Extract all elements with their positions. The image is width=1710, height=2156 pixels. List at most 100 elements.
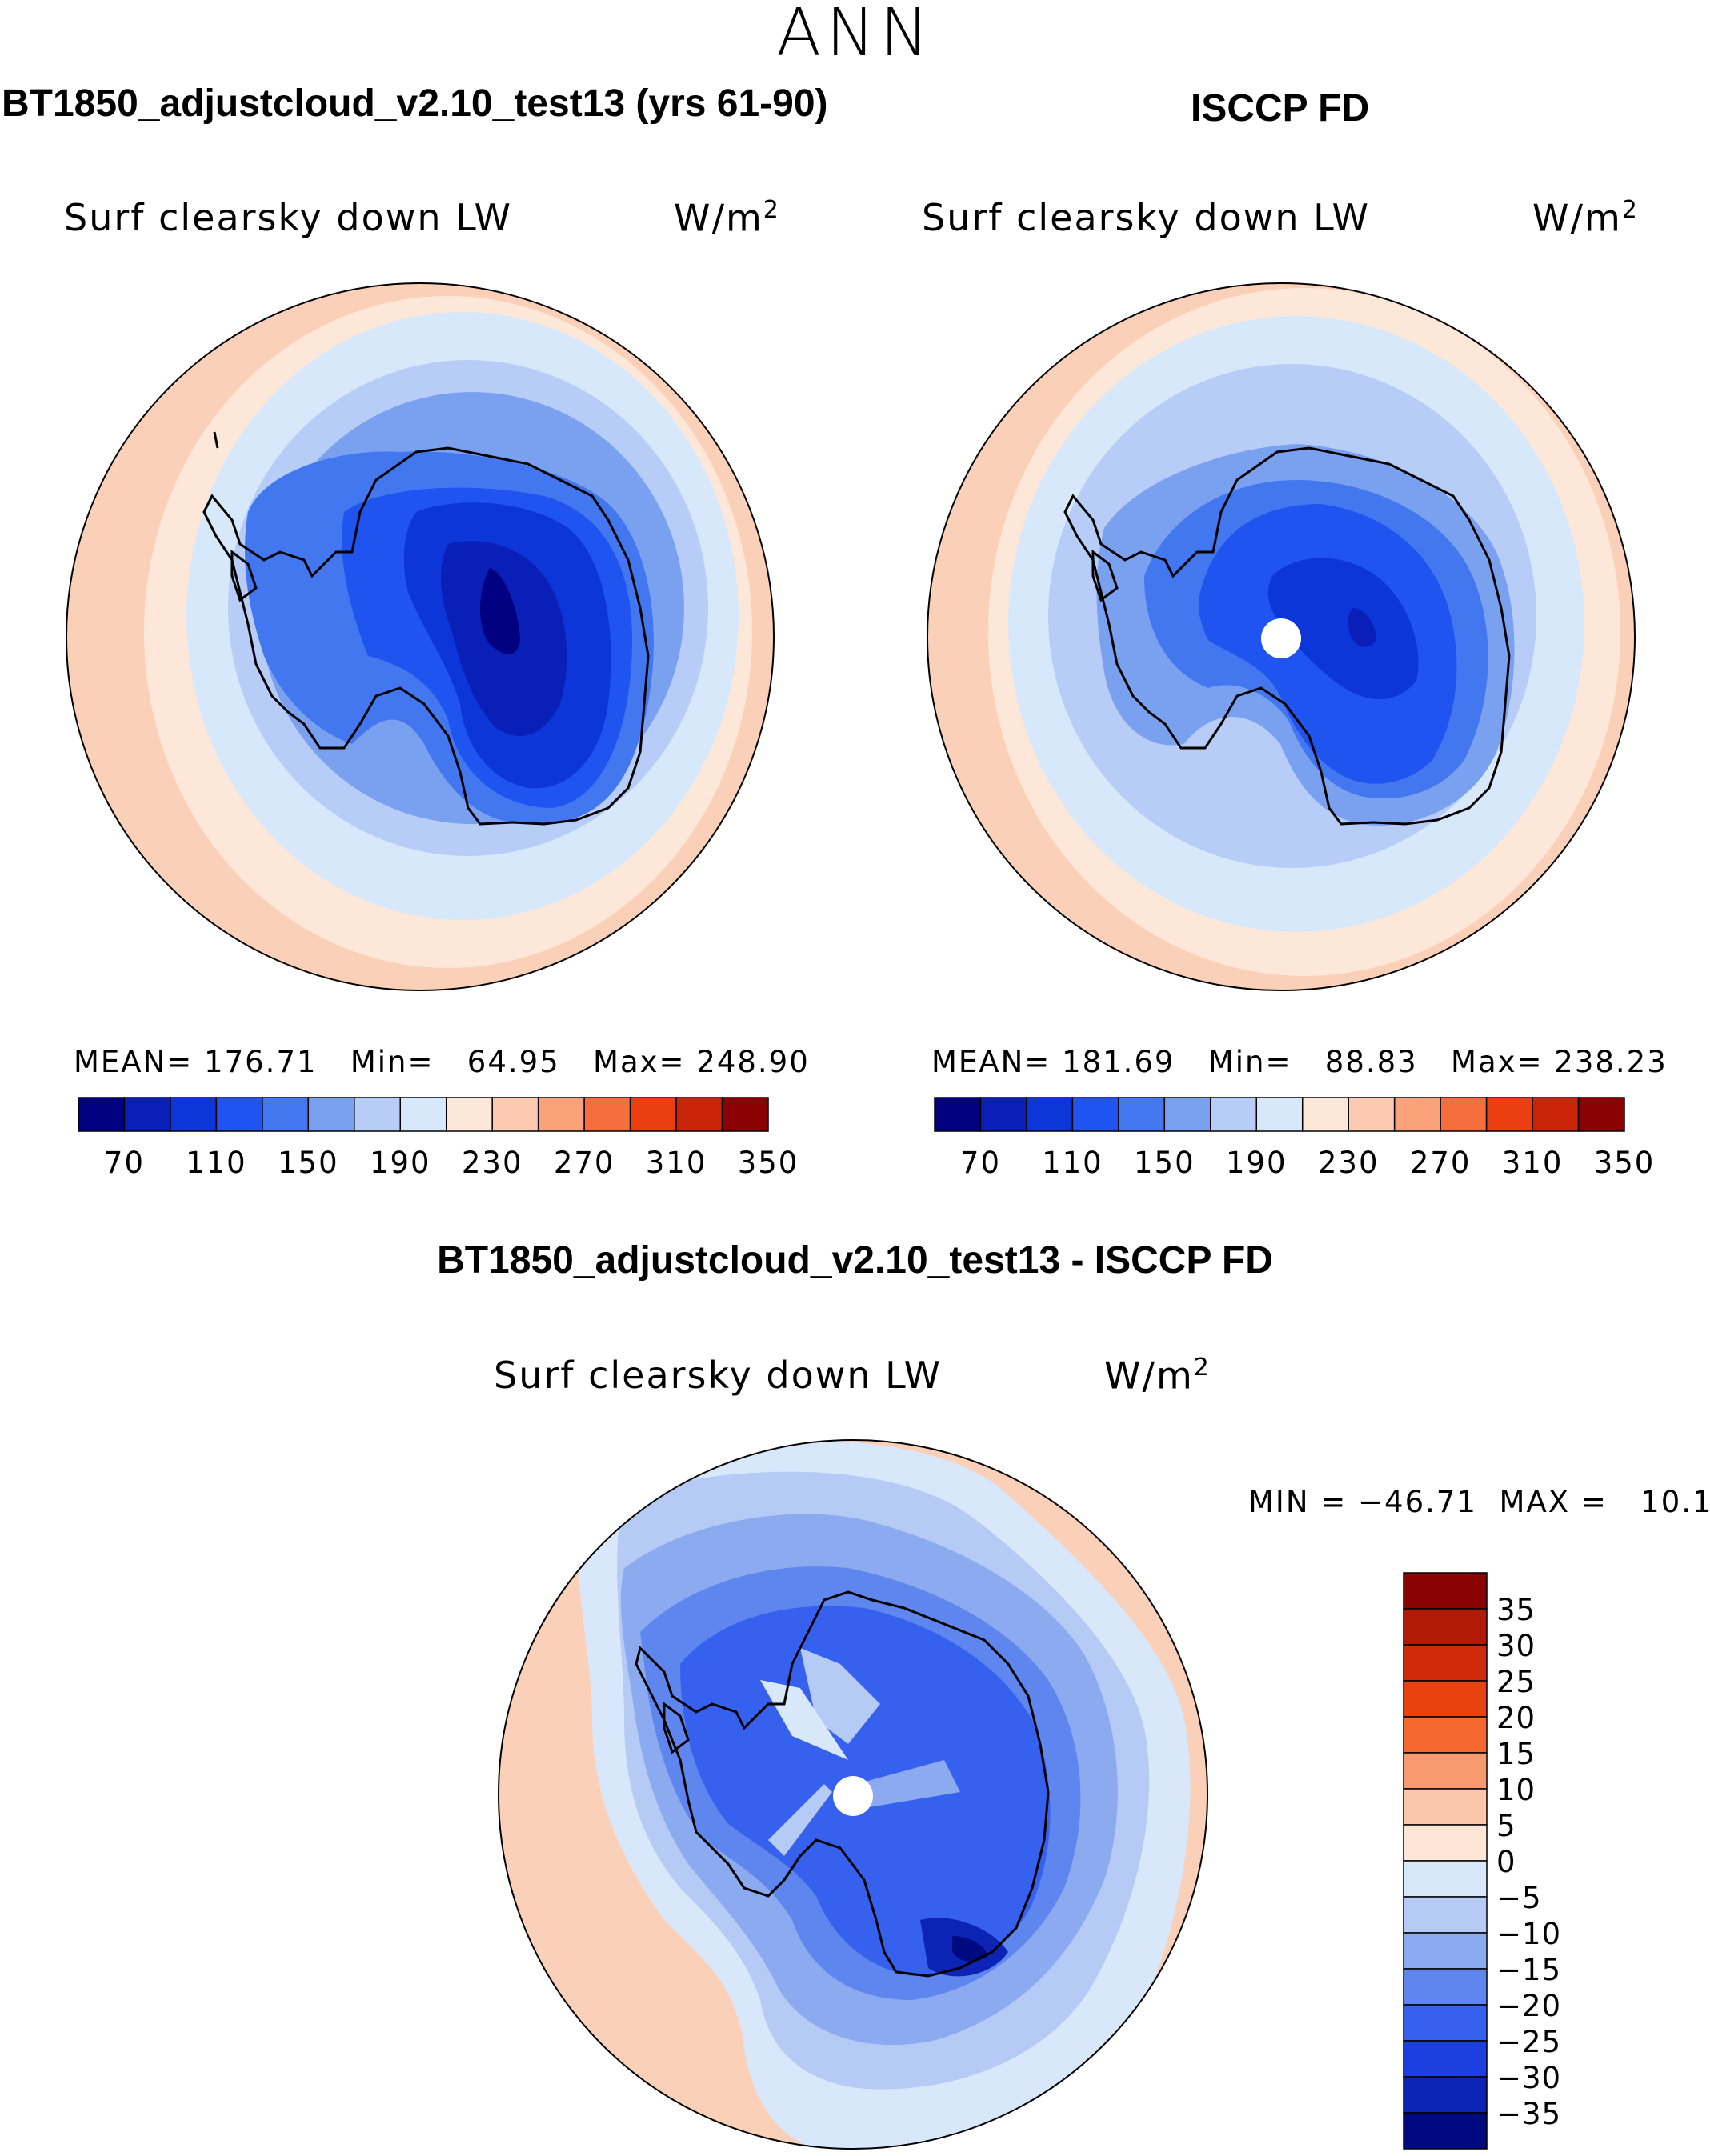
diff-colorbar-tick-label: −5	[1496, 1881, 1542, 1915]
cb2-swatch	[979, 1097, 1027, 1132]
diff-colorbar	[1403, 1572, 1488, 2150]
diff-colorbar-swatch	[1403, 1644, 1488, 1682]
cb1-tick-label: 110	[186, 1146, 247, 1180]
obs-coastline-peninsula	[1091, 550, 1119, 602]
cb2-swatch	[1577, 1097, 1625, 1132]
obs-variable-label: Surf clearsky down LW	[922, 196, 1370, 239]
diff-colorbar-tick-label: −30	[1496, 2061, 1561, 2095]
cb1-tick-label: 150	[278, 1146, 339, 1180]
cb2-swatch	[1071, 1097, 1119, 1132]
obs-band-90	[1348, 608, 1376, 648]
cb2-swatch	[934, 1097, 982, 1132]
cb2-swatch	[1255, 1097, 1304, 1132]
diff-colorbar-swatch	[1403, 1932, 1488, 1970]
diff-colorbar-swatch	[1403, 1788, 1488, 1826]
diff-spoke-light-2	[760, 1680, 848, 1760]
diff-colorbar-tick-label: 15	[1496, 1737, 1536, 1771]
model-map-border	[66, 282, 775, 991]
cb1-swatch	[721, 1097, 769, 1132]
cb1-swatch	[354, 1097, 402, 1132]
diff-colorbar-tick-label: 35	[1496, 1593, 1536, 1627]
cb1-swatch	[262, 1097, 310, 1132]
diff-map-border	[498, 1439, 1208, 2150]
obs-colorbar	[934, 1097, 1625, 1132]
diff-colorbar-tick-label: 0	[1496, 1845, 1516, 1879]
cb2-swatch	[1348, 1097, 1396, 1132]
obs-band-110	[1267, 558, 1419, 699]
model-coastline	[202, 446, 650, 826]
cb1-tick-label: 70	[104, 1146, 145, 1180]
diff-colorbar-swatch	[1403, 1968, 1488, 2006]
cb2-tick-label: 230	[1318, 1146, 1380, 1180]
cb1-swatch	[399, 1097, 447, 1132]
diff-colorbar-swatch	[1403, 2004, 1488, 2042]
cb2-swatch	[1301, 1097, 1349, 1132]
diff-colorbar-tick-label: −20	[1496, 1989, 1561, 2023]
diff-colorbar-swatch	[1403, 1680, 1488, 1718]
diff-colorbar-swatch	[1403, 1608, 1488, 1646]
model-map	[66, 283, 774, 990]
diff-colorbar-tick-label: 30	[1496, 1629, 1536, 1663]
cb2-tick-label: 270	[1410, 1146, 1472, 1180]
cb2-tick-label: 110	[1042, 1146, 1103, 1180]
cb1-swatch	[123, 1097, 171, 1132]
obs-pole-hole	[1261, 618, 1301, 658]
cb2-swatch	[1118, 1097, 1166, 1132]
model-variable-label: Surf clearsky down LW	[64, 196, 512, 239]
diff-band-minus35	[952, 1936, 988, 1962]
model-colorbar	[78, 1097, 769, 1132]
diff-pole-hole	[833, 1776, 873, 1816]
cb1-swatch	[583, 1097, 631, 1132]
diff-colorbar-swatch	[1403, 1572, 1488, 1610]
model-coastline-peninsula	[230, 550, 258, 602]
model-stats: MEAN= 176.71 Min= 64.95 Max= 248.90	[74, 1045, 810, 1079]
diff-colorbar-tick-label: −35	[1496, 2097, 1561, 2131]
diff-coastline	[635, 1590, 1050, 1978]
diff-minmax: MIN = −46.71 MAX = 10.13	[1248, 1485, 1710, 1519]
diff-colorbar-swatch	[1403, 2040, 1488, 2078]
cb2-tick-label: 350	[1594, 1146, 1656, 1180]
diff-colorbar-swatch	[1403, 1896, 1488, 1934]
cb1-swatch	[78, 1097, 126, 1132]
cb1-swatch	[537, 1097, 585, 1132]
obs-map	[927, 283, 1635, 990]
model-band-70	[480, 568, 520, 654]
obs-stats: MEAN= 181.69 Min= 88.83 Max= 238.23	[931, 1045, 1668, 1079]
cb2-swatch	[1210, 1097, 1258, 1132]
diff-colorbar-tick-label: 20	[1496, 1701, 1536, 1735]
diff-coastline-peninsula	[663, 1702, 690, 1754]
cb2-tick-label: 310	[1502, 1146, 1564, 1180]
obs-map-border	[927, 282, 1636, 991]
cb1-swatch	[215, 1097, 263, 1132]
cb2-swatch	[1485, 1097, 1533, 1132]
obs-panel-heading: ISCCP FD	[1191, 87, 1370, 130]
cb1-swatch	[445, 1097, 493, 1132]
diff-colorbar-swatch	[1403, 1752, 1488, 1790]
diff-panel-heading: BT1850_adjustcloud_v2.10_test13 - ISCCP …	[437, 1239, 1273, 1282]
cb1-tick-label: 190	[370, 1146, 431, 1180]
diff-units-label: W/m2	[1104, 1354, 1211, 1398]
cb1-swatch	[491, 1097, 539, 1132]
diff-colorbar-tick-label: 25	[1496, 1665, 1536, 1699]
model-panel-heading: BT1850_adjustcloud_v2.10_test13 (yrs 61-…	[2, 82, 828, 125]
diff-colorbar-swatch	[1403, 2076, 1488, 2114]
cb2-tick-label: 190	[1226, 1146, 1288, 1180]
diff-colorbar-swatch	[1403, 2112, 1488, 2150]
diff-colorbar-tick-label: 10	[1496, 1773, 1536, 1807]
diff-colorbar-swatch	[1403, 1824, 1488, 1862]
cb2-swatch	[1026, 1097, 1074, 1132]
cb2-swatch	[1532, 1097, 1580, 1132]
cb2-swatch	[1440, 1097, 1488, 1132]
model-coast-island	[213, 431, 219, 449]
diff-colorbar-tick-label: 5	[1496, 1809, 1516, 1843]
diff-spoke-light-4	[768, 1784, 832, 1856]
cb1-swatch	[629, 1097, 677, 1132]
cb1-tick-label: 230	[462, 1146, 523, 1180]
diff-spoke-light-3	[856, 1760, 960, 1808]
cb1-tick-label: 310	[646, 1146, 707, 1180]
diff-colorbar-tick-label: −15	[1496, 1953, 1561, 1987]
cb1-tick-label: 270	[554, 1146, 615, 1180]
diff-colorbar-swatch	[1403, 1860, 1488, 1898]
